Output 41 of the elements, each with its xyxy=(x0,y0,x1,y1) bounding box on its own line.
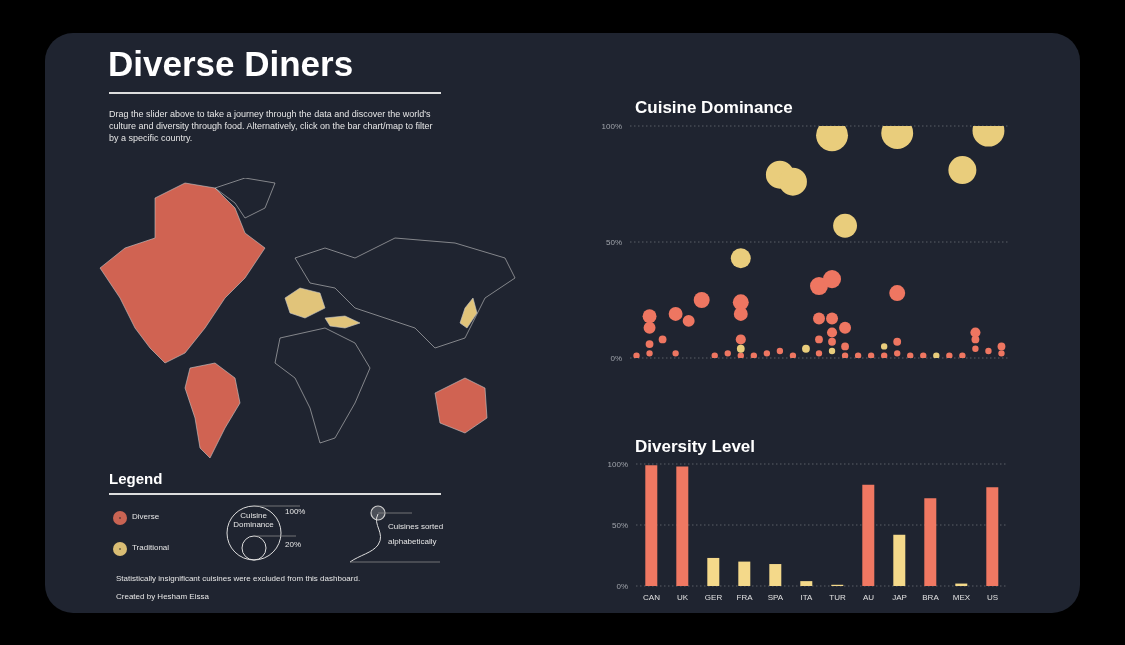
bar xyxy=(738,561,751,586)
x-tick-label: US xyxy=(986,592,999,602)
text: Drag the slider above to take a journey through the data and discover the world's culture and diversity through food. Alternatively, click on the bar chart/map to filter by a specific country. xyxy=(109,108,434,144)
y-tick-label: 100% xyxy=(601,121,622,131)
text: Statistically insignificant cuisines were excluded from this dashboard. xyxy=(116,574,361,583)
y-tick-label: 0% xyxy=(616,581,628,591)
x-tick-label: TUR xyxy=(829,592,846,602)
y-tick-label: 0% xyxy=(610,353,622,363)
text: Diverse xyxy=(132,512,160,521)
bar xyxy=(800,581,813,586)
x-tick-label: JAP xyxy=(892,592,907,602)
y-tick-label: 100% xyxy=(607,459,628,469)
chart-title: Cuisine Dominance xyxy=(634,97,794,119)
bar xyxy=(893,534,906,586)
x-tick-label: MEX xyxy=(952,592,971,602)
x-tick-label: GER xyxy=(704,592,723,602)
x-tick-label: SPA xyxy=(767,592,784,602)
bar xyxy=(924,498,937,586)
x-tick-label: CAN xyxy=(643,592,661,602)
bar xyxy=(862,484,875,586)
x-tick-label: UK xyxy=(676,592,689,602)
text: Cuisines sorted alphabetically xyxy=(388,521,445,548)
y-tick-label: 50% xyxy=(605,237,622,247)
text: Created by Hesham Eissa xyxy=(116,592,209,601)
bar xyxy=(707,557,720,586)
bar xyxy=(645,465,658,586)
legend-title: Legend xyxy=(109,470,163,487)
text: Traditional xyxy=(132,543,170,552)
text: Diverse Diners xyxy=(108,44,354,84)
bar xyxy=(676,466,689,586)
x-tick-label: ITA xyxy=(800,592,814,602)
bar xyxy=(769,564,782,586)
text: 20% xyxy=(285,540,302,549)
x-tick-label: BRA xyxy=(922,592,940,602)
x-tick-label: FRA xyxy=(736,592,754,602)
x-tick-label: AU xyxy=(862,592,875,602)
y-tick-label: 50% xyxy=(611,520,628,530)
chart-title: Diversity Level xyxy=(634,436,756,458)
bar xyxy=(986,487,999,586)
text: 100% xyxy=(285,507,306,516)
text: Cuisine Dominance xyxy=(232,511,275,529)
